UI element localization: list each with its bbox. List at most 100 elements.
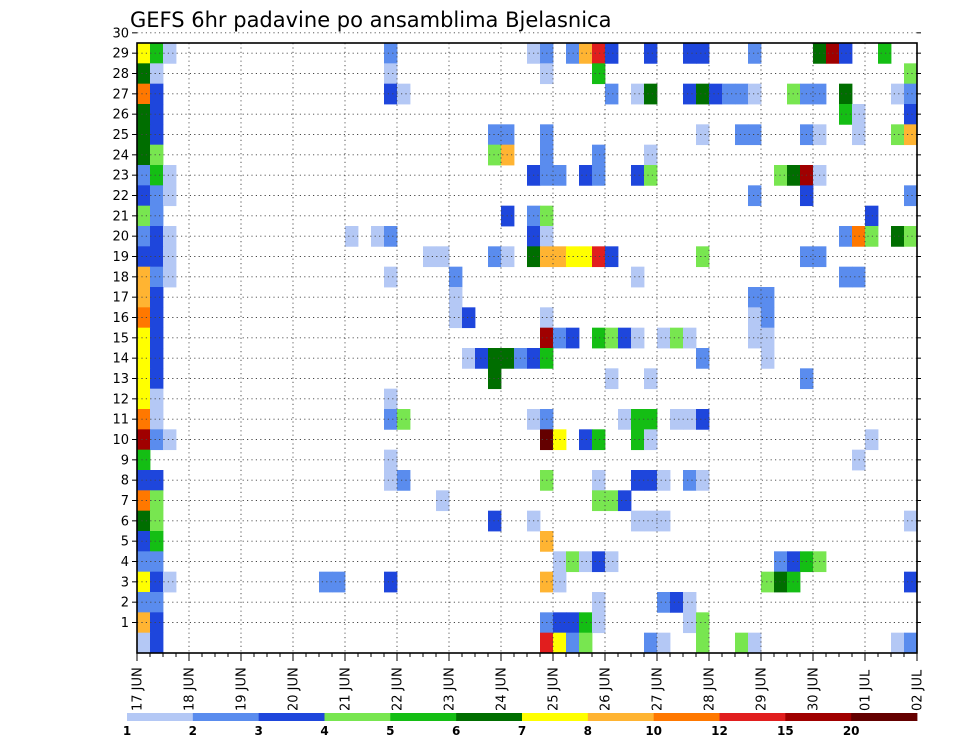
heatmap-cell <box>631 266 645 288</box>
heatmap-cell <box>644 83 658 105</box>
heatmap-cell <box>696 632 710 654</box>
heatmap-cell <box>683 43 697 64</box>
heatmap-cell <box>163 226 177 247</box>
heatmap-cell <box>150 327 164 349</box>
heatmap-cell <box>488 348 502 369</box>
heatmap-cell <box>137 266 151 288</box>
colorbar-swatch <box>719 713 786 721</box>
heatmap-cell <box>137 612 151 634</box>
heatmap-cell <box>644 409 658 430</box>
x-tick-label: 17 JUN <box>131 667 146 711</box>
heatmap-cell <box>137 348 151 369</box>
y-tick-label: 7 <box>121 494 129 509</box>
x-tick-label: 19 JUN <box>235 667 250 711</box>
colorbar-swatch <box>587 713 655 721</box>
heatmap-cell <box>384 571 398 593</box>
heatmap-cell <box>462 307 476 329</box>
heatmap-cell <box>631 83 645 105</box>
heatmap-cell <box>384 63 398 85</box>
heatmap-cell <box>605 327 619 349</box>
x-tick-label: 25 JUN <box>547 667 562 711</box>
heatmap-cell <box>163 165 177 186</box>
heatmap-cell <box>137 205 151 227</box>
heatmap-cell <box>592 327 606 349</box>
y-tick-label: 4 <box>121 555 129 570</box>
heatmap-cell <box>904 83 918 105</box>
heatmap-cell <box>137 43 151 64</box>
y-tick-label: 8 <box>121 474 129 489</box>
heatmap-cell <box>488 510 502 532</box>
heatmap-cell <box>696 246 710 268</box>
heatmap-cell <box>696 612 710 634</box>
colorbar-swatch <box>456 713 523 721</box>
heatmap-cell <box>137 165 151 186</box>
heatmap-cell <box>904 104 918 125</box>
heatmap-cell <box>150 429 164 451</box>
heatmap-cell <box>163 571 177 593</box>
heatmap-cell <box>605 490 619 512</box>
heatmap-cell <box>904 571 918 593</box>
y-tick-label: 12 <box>112 392 129 407</box>
heatmap-cell <box>735 632 749 654</box>
heatmap-cell <box>683 592 697 613</box>
heatmap-cell <box>592 490 606 512</box>
heatmap-cell <box>618 490 632 512</box>
heatmap-cell <box>579 551 593 573</box>
heatmap-cell <box>553 632 567 654</box>
heatmap-cell <box>475 348 489 369</box>
x-tick-label: 30 JUN <box>807 667 822 711</box>
heatmap-cell <box>761 327 775 349</box>
heatmap-cell <box>371 226 385 247</box>
heatmap-cell <box>150 470 164 491</box>
heatmap-cell <box>631 470 645 491</box>
y-tick-label: 22 <box>112 189 129 204</box>
heatmap-cell <box>761 307 775 329</box>
heatmap-cell <box>163 185 177 207</box>
heatmap-cell <box>150 307 164 329</box>
heatmap-cell <box>137 388 151 410</box>
heatmap-cell <box>644 368 658 390</box>
heatmap-cell <box>774 571 788 593</box>
y-tick-label: 21 <box>112 209 129 224</box>
heatmap-cell <box>696 409 710 430</box>
y-tick-label: 30 <box>112 26 129 41</box>
heatmap-cell <box>163 246 177 268</box>
x-tick-label: 24 JUN <box>495 667 510 711</box>
heatmap-cell <box>644 470 658 491</box>
y-tick-label: 16 <box>112 311 129 326</box>
heatmap-cell <box>137 470 151 491</box>
heatmap-cell <box>670 327 684 349</box>
colorbar: 1 2 3 4 5 6 7 8 10 12 15 20 <box>123 713 918 738</box>
heatmap-cell <box>137 104 151 125</box>
colorbar-label: 7 <box>518 724 526 738</box>
y-tick-label: 23 <box>112 169 129 184</box>
heatmap-cell <box>150 246 164 268</box>
heatmap-cell <box>605 551 619 573</box>
heatmap-cell <box>137 592 151 613</box>
heatmap-cell <box>592 592 606 613</box>
heatmap-cell <box>696 348 710 369</box>
heatmap-cell <box>384 226 398 247</box>
heatmap-cell <box>592 246 606 268</box>
x-tick-label: 20 JUN <box>287 667 302 711</box>
heatmap-cell <box>657 632 671 654</box>
y-tick-label: 3 <box>121 575 129 590</box>
heatmap-cell <box>631 327 645 349</box>
heatmap-cell <box>904 226 918 247</box>
y-tick-label: 14 <box>112 352 129 367</box>
heatmap-cell <box>904 124 918 146</box>
heatmap-cell <box>150 63 164 85</box>
heatmap-cell <box>332 571 346 593</box>
heatmap-cell <box>722 83 736 105</box>
x-tick-label: 27 JUN <box>651 667 666 711</box>
heatmap-cell <box>592 165 606 186</box>
heatmap-cell <box>904 510 918 532</box>
heatmap-cell <box>592 43 606 64</box>
heatmap-cell <box>163 429 177 451</box>
heatmap-cell <box>384 266 398 288</box>
heatmap-cell <box>384 409 398 430</box>
heatmap-cell <box>904 185 918 207</box>
heatmap-cell <box>137 63 151 85</box>
heatmap-cell <box>891 226 905 247</box>
heatmap-cell <box>657 592 671 613</box>
